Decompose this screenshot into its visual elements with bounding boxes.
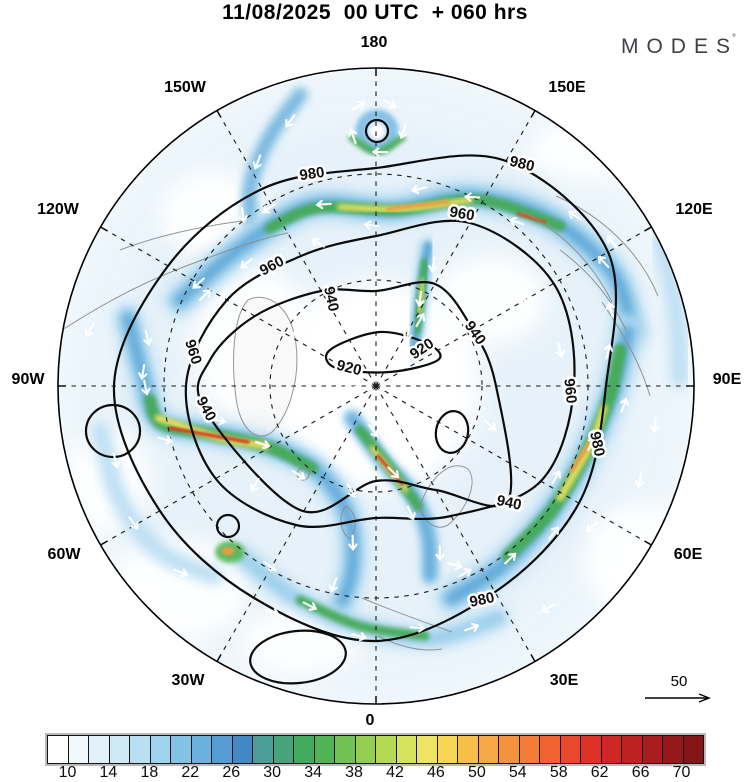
colorbar-cell xyxy=(601,736,622,763)
colorbar-tick-label: 38 xyxy=(345,764,363,781)
boundary-tick-layer xyxy=(58,68,694,704)
colorbar-tick-label: 62 xyxy=(590,764,609,781)
colorbar-tick-label: 14 xyxy=(99,764,118,781)
compass-label-150E: 150E xyxy=(548,79,586,96)
compass-label-150W: 150W xyxy=(164,79,206,96)
height-contour-layer xyxy=(84,118,618,685)
wind-reference-value: 50 xyxy=(670,673,688,690)
colorbar-cell xyxy=(68,736,89,763)
compass-label-120W: 120W xyxy=(37,201,79,218)
colorbar-tick-label: 66 xyxy=(631,764,650,781)
colorbar-cell xyxy=(48,736,69,763)
colorbar-cell xyxy=(171,736,192,763)
colorbar-cell xyxy=(417,736,438,763)
contour-label-960: 960 xyxy=(560,378,580,405)
colorbar-cell xyxy=(253,736,274,763)
chart-title: 11/08/2025 00 UTC + 060 hrs xyxy=(222,1,528,24)
colorbar-tick-label: 22 xyxy=(181,764,200,781)
compass-label-60W: 60W xyxy=(47,546,81,563)
colorbar-cell xyxy=(437,736,458,763)
colorbar-cell xyxy=(519,736,540,763)
wind-reference-arrow: 50 xyxy=(641,673,717,709)
colorbar-tick-label: 42 xyxy=(386,764,404,781)
colorbar-tick-label: 70 xyxy=(672,764,691,781)
colorbar-cell xyxy=(499,736,520,763)
colorbar-cell xyxy=(355,736,376,763)
compass-label-0: 0 xyxy=(365,712,375,729)
colorbar-cell xyxy=(130,736,151,763)
colorbar xyxy=(47,735,704,764)
colorbar-cell xyxy=(191,736,212,763)
compass-label-120E: 120E xyxy=(675,201,713,218)
colorbar-tick-label: 34 xyxy=(304,764,322,781)
colorbar-tick-label: 54 xyxy=(508,764,527,781)
colorbar-tick-label: 26 xyxy=(222,764,241,781)
colorbar-cell xyxy=(478,736,499,763)
colorbar-cell xyxy=(540,736,561,763)
colorbar-cell xyxy=(89,736,110,763)
modes-logo-mark: ° xyxy=(732,33,736,44)
contour-label-980: 980 xyxy=(298,164,325,184)
colorbar-tick-label: 30 xyxy=(263,764,282,781)
colorbar-cell xyxy=(458,736,479,763)
colorbar-tick-label: 18 xyxy=(140,764,159,781)
compass-label-30W: 30W xyxy=(171,672,205,689)
colorbar-cell xyxy=(109,736,130,763)
colorbar-cell xyxy=(581,736,602,763)
colorbar-tick-label: 58 xyxy=(549,764,568,781)
colorbar-cell xyxy=(150,736,171,763)
colorbar-cell xyxy=(335,736,356,763)
modes-logo: MODES° xyxy=(621,33,736,59)
colorbar-cell xyxy=(622,736,643,763)
compass-label-90E: 90E xyxy=(712,371,742,388)
colorbar-cell xyxy=(294,736,315,763)
colorbar-cell xyxy=(396,736,417,763)
colorbar-cell xyxy=(273,736,294,763)
colorbar-tick-labels: 10 14 18 22 26 30 34 38 42 46 50 54 58 62 66 70 xyxy=(47,764,702,782)
compass-label-60E: 60E xyxy=(673,546,703,563)
compass-label-30E: 30E xyxy=(549,672,579,689)
reference-arrow-icon xyxy=(645,693,711,703)
colorbar-cell xyxy=(663,736,684,763)
colorbar-cell xyxy=(683,736,703,763)
colorbar-cell xyxy=(314,736,335,763)
compass-label-90W: 90W xyxy=(11,371,45,388)
modes-logo-text: MODES xyxy=(620,35,738,58)
colorbar-cell xyxy=(560,736,581,763)
colorbar-cell xyxy=(376,736,397,763)
compass-label-180: 180 xyxy=(360,34,388,51)
colorbar-cell xyxy=(212,736,233,763)
colorbar-cell xyxy=(232,736,253,763)
colorbar-cell xyxy=(642,736,663,763)
colorbar-tick-label: 46 xyxy=(427,764,445,781)
wind-arrow-layer xyxy=(84,98,660,642)
colorbar-tick-label: 10 xyxy=(58,764,77,781)
colorbar-tick-label: 50 xyxy=(467,764,486,781)
